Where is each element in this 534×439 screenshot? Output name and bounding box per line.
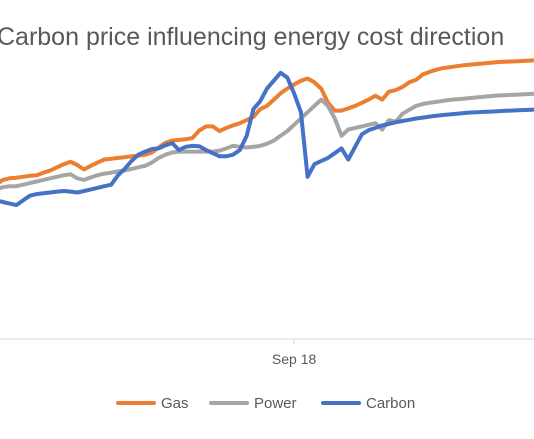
series-line-power bbox=[0, 91, 534, 191]
series-line-gas bbox=[0, 58, 534, 185]
legend-label-gas: Gas bbox=[161, 395, 189, 412]
x-axis-ticks: Sep 18 bbox=[272, 339, 317, 367]
chart-title: Carbon price influencing energy cost dir… bbox=[0, 23, 504, 51]
series-line-carbon bbox=[0, 70, 534, 208]
legend-label-carbon: Carbon bbox=[366, 395, 415, 412]
x-tick-label: Sep 18 bbox=[272, 351, 317, 367]
legend-label-power: Power bbox=[254, 395, 297, 412]
chart-legend: Gas Power Carbon bbox=[116, 395, 415, 412]
plot-area bbox=[0, 58, 534, 208]
